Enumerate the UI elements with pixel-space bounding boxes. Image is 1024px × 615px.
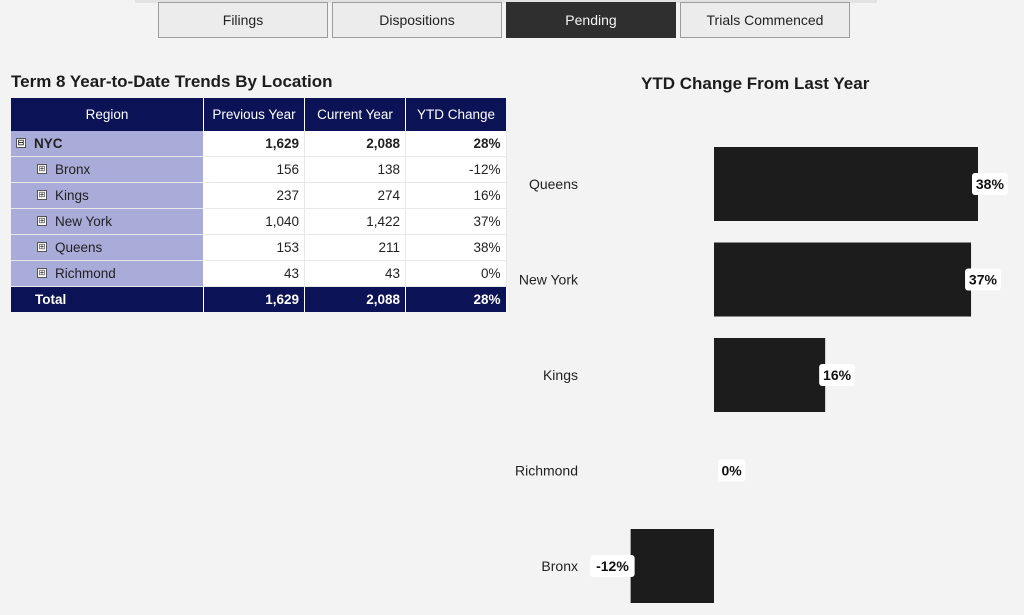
data-label-background	[718, 459, 746, 482]
region-cell: ⊞ New York	[11, 208, 205, 235]
tab-strip-divider	[135, 0, 877, 3]
ytd-change-bar-chart: Queens 38% New York 37% Kings 16% Richmond 0% Br…	[515, 147, 1008, 603]
current-year-cell: 43	[304, 260, 406, 287]
ytd-change-total: 28%	[405, 286, 507, 312]
data-label: -12%	[596, 558, 629, 574]
table-row-nyc: ⊟ NYC 1,629 2,088 28%	[11, 131, 507, 157]
expand-icon[interactable]: ⊞	[37, 242, 47, 252]
previous-year-cell: 43	[203, 260, 305, 287]
previous-year-cell: 1,040	[203, 208, 305, 235]
current-year-cell: 138	[304, 156, 406, 183]
ytd-change-cell: 38%	[405, 234, 507, 261]
region-cell: ⊞ Queens	[11, 234, 205, 261]
data-label-background	[972, 173, 1008, 195]
previous-year-cell: 1,629	[203, 131, 305, 157]
data-label-background	[819, 364, 855, 386]
col-header-previous-year[interactable]: Previous Year	[203, 98, 305, 131]
category-label: Kings	[543, 367, 578, 383]
previous-year-total: 1,629	[203, 286, 305, 312]
ytd-change-cell: -12%	[405, 156, 507, 183]
data-label-background	[965, 268, 1001, 291]
trends-table: Region Previous Year Current Year YTD Ch…	[11, 98, 507, 312]
current-year-cell: 274	[304, 182, 406, 209]
region-label: Queens	[55, 240, 103, 255]
table-total-row: Total 1,629 2,088 28%	[11, 286, 507, 312]
expand-icon[interactable]: ⊞	[37, 190, 47, 200]
category-label: Bronx	[541, 558, 578, 574]
expand-icon[interactable]: ⊞	[37, 216, 47, 226]
chart-bar[interactable]	[630, 529, 714, 603]
ytd-change-cell: 28%	[405, 131, 507, 157]
table-title: Term 8 Year-to-Date Trends By Location	[11, 72, 333, 91]
table-row: ⊞ Richmond 43 43 0%	[11, 260, 507, 287]
tab-trials-commenced[interactable]: Trials Commenced	[680, 2, 850, 38]
region-label: NYC	[34, 136, 63, 151]
total-label: Total	[11, 286, 204, 312]
data-label-background	[590, 555, 635, 577]
data-label: 37%	[969, 272, 998, 288]
region-cell: ⊞ Kings	[11, 182, 205, 209]
table-row: ⊞ Kings 237 274 16%	[11, 182, 507, 209]
region-label: Richmond	[55, 266, 116, 281]
current-year-cell: 2,088	[304, 131, 406, 157]
region-label: New York	[55, 214, 113, 229]
table-header-row: Region Previous Year Current Year YTD Ch…	[11, 98, 506, 131]
ytd-change-cell: 0%	[405, 260, 507, 287]
tab-filings[interactable]: Filings	[158, 2, 328, 38]
current-year-cell: 1,422	[304, 208, 406, 235]
data-label: 0%	[721, 463, 742, 479]
tab-dispositions[interactable]: Dispositions	[332, 2, 502, 38]
region-cell: ⊞ Richmond	[11, 260, 205, 287]
previous-year-cell: 237	[203, 182, 305, 209]
category-label: Richmond	[515, 463, 578, 479]
table-row: ⊞ Queens 153 211 38%	[11, 234, 507, 261]
expand-icon[interactable]: ⊞	[37, 268, 47, 278]
col-header-ytd-change[interactable]: YTD Change	[405, 98, 506, 131]
previous-year-cell: 156	[203, 156, 305, 183]
previous-year-cell: 153	[203, 234, 305, 261]
chart-title: YTD Change From Last Year	[641, 74, 870, 93]
ytd-change-cell: 37%	[405, 208, 507, 235]
ytd-change-cell: 16%	[405, 182, 507, 209]
category-label: New York	[519, 272, 579, 288]
tab-bar: Filings Dispositions Pending Trials Comm…	[158, 2, 850, 38]
collapse-icon[interactable]: ⊟	[16, 138, 26, 148]
current-year-total: 2,088	[304, 286, 406, 312]
region-cell: ⊟ NYC	[11, 131, 205, 157]
category-label: Queens	[529, 176, 578, 192]
data-label: 38%	[976, 176, 1005, 192]
data-label: 16%	[823, 367, 852, 383]
col-header-region[interactable]: Region	[11, 98, 204, 131]
expand-icon[interactable]: ⊞	[37, 164, 47, 174]
region-label: Bronx	[55, 162, 91, 177]
table-row: ⊞ New York 1,040 1,422 37%	[11, 208, 507, 235]
region-label: Kings	[55, 188, 89, 203]
tab-pending[interactable]: Pending	[506, 2, 676, 38]
region-cell: ⊞ Bronx	[11, 156, 205, 183]
col-header-current-year[interactable]: Current Year	[304, 98, 406, 131]
chart-bar[interactable]	[714, 338, 826, 412]
chart-bar[interactable]	[714, 147, 978, 221]
table-row: ⊞ Bronx 156 138 -12%	[11, 156, 507, 183]
chart-bar[interactable]	[714, 242, 972, 317]
current-year-cell: 211	[304, 234, 406, 261]
